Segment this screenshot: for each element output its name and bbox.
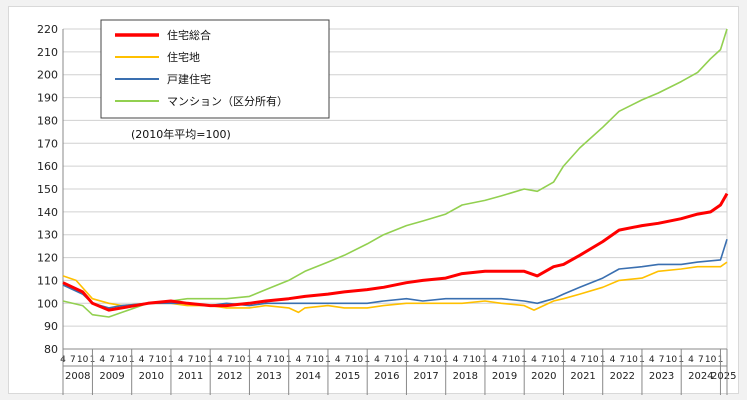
- x-tick-label: 7: [148, 355, 154, 365]
- series-line-0: [62, 192, 729, 312]
- x-tick-label: 4: [256, 355, 262, 365]
- year-label-2022: 2022: [610, 371, 635, 382]
- y-tick-label-100: 100: [37, 297, 58, 310]
- x-tick-label: 4: [217, 355, 223, 365]
- x-tick-label: 4: [296, 355, 302, 365]
- chart-svg: 80 90 100 110 120 130 140 150 160 170 180 190 200 210…: [37, 19, 736, 395]
- x-tick-label: 10: [548, 355, 560, 365]
- x-tick-label: 4: [570, 355, 576, 365]
- x-tick-label: 4: [139, 355, 145, 365]
- x-tick-label: 7: [109, 355, 115, 365]
- x-tick-label: 10: [116, 355, 128, 365]
- year-label-2011: 2011: [178, 371, 203, 382]
- legend-label-1: 住宅地: [167, 50, 200, 64]
- x-tick-label: 10: [312, 355, 324, 365]
- x-tick-label: 10: [391, 355, 403, 365]
- x-tick-label: 10: [195, 355, 207, 365]
- year-label-2013: 2013: [256, 371, 281, 382]
- y-tick-label-150: 150: [37, 183, 58, 196]
- x-tick-label: 7: [305, 355, 311, 365]
- year-label-2023: 2023: [649, 371, 674, 382]
- x-tick-label: 10: [430, 355, 442, 365]
- x-tick-label: 10: [626, 355, 638, 365]
- y-tick-label-140: 140: [37, 206, 58, 219]
- x-tick-label: 7: [423, 355, 429, 365]
- x-tick-label: 10: [666, 355, 678, 365]
- y-tick-label-130: 130: [37, 229, 58, 242]
- y-tick-label-120: 120: [37, 252, 58, 265]
- series-line-1: [62, 261, 728, 314]
- y-tick-label-190: 190: [37, 92, 58, 105]
- x-tick-label: 7: [70, 355, 76, 365]
- x-tick-label: 10: [273, 355, 285, 365]
- x-tick-label: 4: [178, 355, 184, 365]
- year-label-2019: 2019: [492, 371, 517, 382]
- x-tick-label: 4: [374, 355, 380, 365]
- y-tick-label-170: 170: [37, 137, 58, 150]
- x-tick-label: 4: [688, 355, 694, 365]
- x-tick-label: 4: [492, 355, 498, 365]
- x-tick-label: 7: [502, 355, 508, 365]
- year-label-2017: 2017: [413, 371, 438, 382]
- legend-label-2: 戸建住宅: [167, 72, 211, 86]
- year-label-2012: 2012: [217, 371, 242, 382]
- year-label-2024: 2024: [688, 371, 713, 382]
- y-tick-label-220: 220: [37, 23, 58, 36]
- x-tick-label: 7: [188, 355, 194, 365]
- year-label-2010: 2010: [139, 371, 164, 382]
- y-tick-label-180: 180: [37, 114, 58, 127]
- y-tick-label-90: 90: [44, 320, 58, 333]
- year-label-2020: 2020: [531, 371, 556, 382]
- x-tick-label: 7: [266, 355, 272, 365]
- x-tick-label: 10: [509, 355, 521, 365]
- y-tick-label-110: 110: [37, 274, 58, 287]
- price-index-chart: 80 90 100 110 120 130 140 150 160 170 180 190 200 210…: [8, 6, 739, 395]
- year-label-2025: 2025: [711, 371, 736, 382]
- x-tick-label: 4: [649, 355, 655, 365]
- x-tick-label: 10: [77, 355, 89, 365]
- y-axis: 80 90 100 110 120 130 140 150 160 170 180 190 200 210…: [37, 23, 58, 356]
- year-label-2014: 2014: [296, 371, 321, 382]
- x-tick-label: 7: [227, 355, 233, 365]
- x-tick-label: 10: [352, 355, 364, 365]
- legend-label-0: 住宅総合: [167, 28, 211, 42]
- x-tick-label: 7: [619, 355, 625, 365]
- x-tick-label: 7: [698, 355, 704, 365]
- x-tick-label: 10: [155, 355, 167, 365]
- x-tick-label: 7: [580, 355, 586, 365]
- x-axis: 4710147101471014710147101471014710147101…: [60, 348, 736, 395]
- x-tick-label: 4: [610, 355, 616, 365]
- year-label-2016: 2016: [374, 371, 399, 382]
- y-tick-label-160: 160: [37, 160, 58, 173]
- x-tick-label: 10: [705, 355, 717, 365]
- x-tick-label: 10: [587, 355, 599, 365]
- x-tick-label: 7: [541, 355, 547, 365]
- series-layer: [62, 28, 729, 318]
- x-tick-label: 10: [234, 355, 246, 365]
- legend-label-3: マンション（区分所有）: [167, 94, 288, 108]
- y-tick-label-200: 200: [37, 69, 58, 82]
- year-label-2009: 2009: [99, 371, 124, 382]
- x-tick-label: 7: [345, 355, 351, 365]
- year-label-2021: 2021: [570, 371, 595, 382]
- x-tick-label: 4: [531, 355, 537, 365]
- x-tick-label: 7: [462, 355, 468, 365]
- x-tick-label: 4: [413, 355, 419, 365]
- y-tick-label-80: 80: [44, 343, 58, 356]
- x-tick-label: 7: [659, 355, 665, 365]
- x-tick-label: 10: [469, 355, 481, 365]
- x-tick-label: 4: [453, 355, 459, 365]
- year-label-2015: 2015: [335, 371, 360, 382]
- y-tick-label-210: 210: [37, 46, 58, 59]
- x-tick-label: 7: [384, 355, 390, 365]
- series-line-2: [62, 239, 728, 309]
- x-tick-label: 4: [99, 355, 105, 365]
- x-tick-label: 4: [335, 355, 341, 365]
- year-label-2018: 2018: [453, 371, 478, 382]
- index-note: (2010年平均=100): [131, 127, 231, 141]
- year-label-2008: 2008: [65, 371, 90, 382]
